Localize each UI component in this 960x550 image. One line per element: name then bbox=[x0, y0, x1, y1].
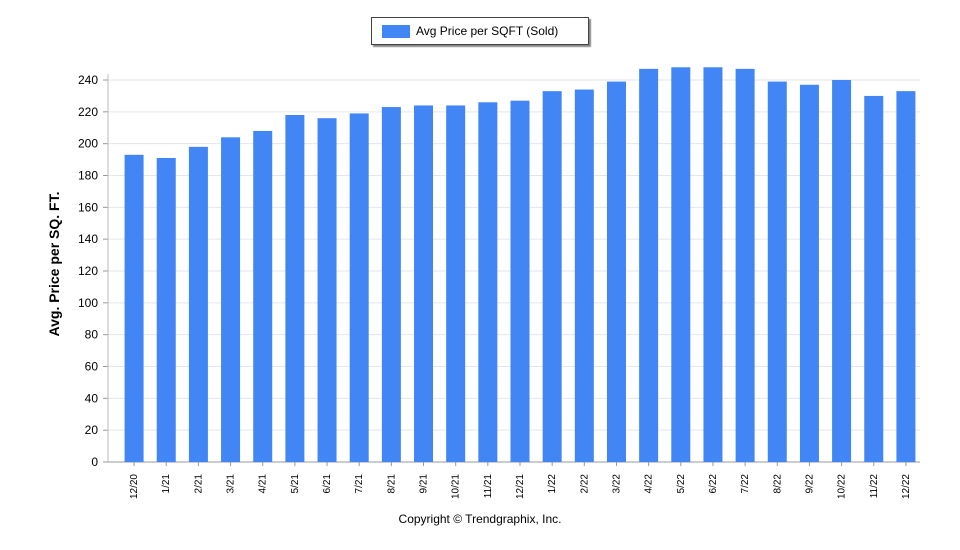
x-tick-label: 4/22 bbox=[644, 474, 655, 494]
bars bbox=[124, 67, 916, 463]
x-tick-label: 6/21 bbox=[322, 474, 333, 494]
bar bbox=[188, 146, 208, 462]
bar bbox=[446, 105, 466, 462]
x-tick-label: 3/22 bbox=[611, 474, 622, 494]
x-tick-label: 12/21 bbox=[515, 474, 526, 499]
bar bbox=[574, 89, 594, 463]
bar bbox=[381, 107, 401, 462]
x-tick-label: 1/22 bbox=[547, 474, 558, 494]
x-tick-label: 12/22 bbox=[901, 474, 912, 499]
y-tick-label: 80 bbox=[85, 328, 99, 342]
x-tick-label: 10/22 bbox=[837, 474, 848, 499]
bar bbox=[156, 157, 176, 462]
bar bbox=[221, 137, 241, 463]
bar bbox=[639, 68, 659, 462]
y-tick-label: 140 bbox=[78, 232, 98, 246]
x-tick-label: 10/21 bbox=[451, 474, 462, 499]
x-tick-label: 5/21 bbox=[290, 474, 301, 494]
legend: Avg Price per SQFT (Sold) bbox=[371, 17, 589, 45]
x-tick-label: 11/22 bbox=[869, 474, 880, 499]
y-tick-label: 240 bbox=[78, 73, 98, 87]
x-tick-label: 3/21 bbox=[226, 474, 237, 494]
bar bbox=[124, 154, 144, 462]
bar bbox=[671, 67, 691, 463]
x-tick-label: 6/22 bbox=[708, 474, 719, 494]
x-tick-label: 11/21 bbox=[483, 474, 494, 499]
x-tick-label: 12/20 bbox=[129, 474, 140, 499]
x-tick-label: 5/22 bbox=[676, 474, 687, 494]
x-tick-label: 7/22 bbox=[740, 474, 751, 494]
bar bbox=[478, 102, 498, 463]
y-tick-label: 0 bbox=[91, 455, 98, 469]
bar bbox=[864, 95, 884, 463]
legend-label: Avg Price per SQFT (Sold) bbox=[416, 24, 559, 38]
x-tick-label: 8/21 bbox=[386, 474, 397, 494]
x-tick-label: 9/21 bbox=[419, 474, 430, 494]
y-tick-labels: 0 20 40 60 80 100 120 140 160 180 200 220 240 bbox=[78, 73, 98, 469]
y-axis-label: Avg. Price per SQ. FT. bbox=[46, 192, 62, 337]
bar bbox=[253, 130, 273, 462]
bar bbox=[285, 115, 305, 463]
y-tick-label: 40 bbox=[85, 391, 99, 405]
x-tick-label: 7/21 bbox=[354, 474, 365, 494]
y-tick-label: 160 bbox=[78, 200, 98, 214]
bar bbox=[767, 81, 787, 462]
y-tick-label: 120 bbox=[78, 264, 98, 278]
x-tick-label: 4/21 bbox=[258, 474, 269, 494]
copyright-text: Copyright © Trendgraphix, Inc. bbox=[398, 512, 562, 526]
bar bbox=[510, 100, 530, 463]
y-tick-label: 180 bbox=[78, 169, 98, 183]
bar bbox=[799, 84, 819, 463]
bar bbox=[317, 118, 337, 462]
bar bbox=[735, 68, 755, 462]
bar bbox=[414, 105, 434, 462]
x-tick-label: 8/22 bbox=[772, 474, 783, 494]
x-tick-label: 2/21 bbox=[193, 474, 204, 494]
bar bbox=[542, 91, 562, 463]
bar bbox=[896, 91, 916, 463]
y-tick-label: 20 bbox=[85, 423, 99, 437]
x-tick-label: 9/22 bbox=[804, 474, 815, 494]
y-tick-label: 60 bbox=[85, 360, 99, 374]
x-tick-labels: 12/20 1/21 2/21 3/21 4/21 5/21 6/21 7/21 8/21 9/2… bbox=[129, 474, 912, 499]
x-tick-label: 2/22 bbox=[579, 474, 590, 494]
y-tick-label: 220 bbox=[78, 105, 98, 119]
bar bbox=[349, 113, 369, 463]
bar bbox=[832, 80, 852, 462]
y-tick-label: 100 bbox=[78, 296, 98, 310]
bar bbox=[703, 67, 723, 463]
legend-swatch bbox=[382, 24, 410, 38]
bar bbox=[606, 81, 626, 462]
y-tick-label: 200 bbox=[78, 137, 98, 151]
x-tick-label: 1/21 bbox=[161, 474, 172, 494]
